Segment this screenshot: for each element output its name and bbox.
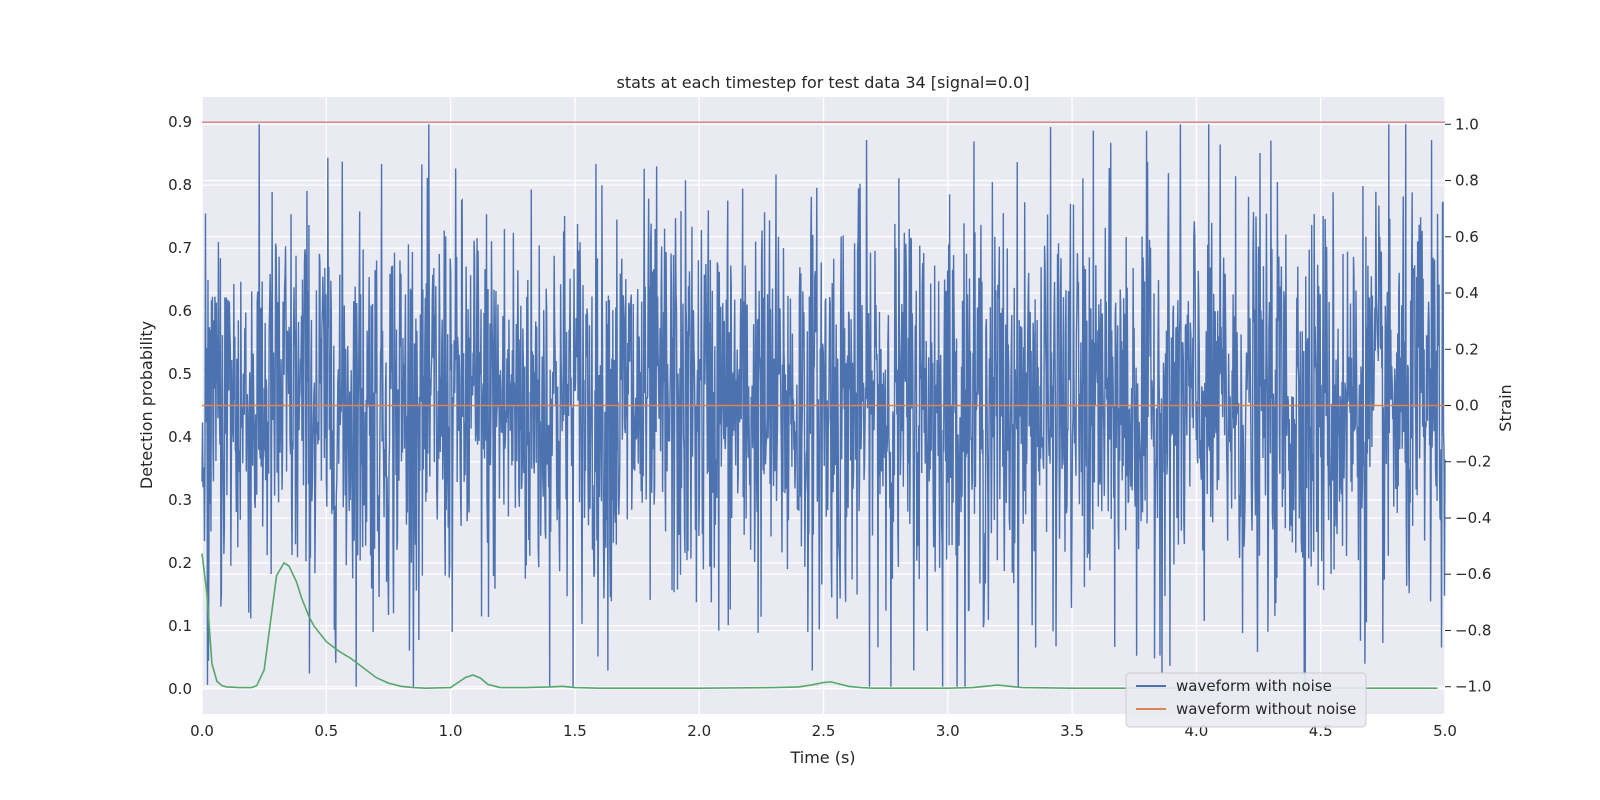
x-tick-label: 3.5: [1060, 722, 1084, 740]
series-line-2: [201, 553, 1438, 689]
legend-label-clean: waveform without noise: [1176, 700, 1356, 718]
y-right-tick-label: 0.0: [1455, 397, 1479, 415]
y-left-tick-label: 0.9: [168, 113, 192, 131]
x-tick-label: 1.5: [563, 722, 587, 740]
y-left-ticks: 0.0 0.1 0.2 0.3 0.4 0.5 0.6 0.7 0.8 0.9: [168, 113, 192, 698]
y-right-tick-label: 0.8: [1455, 172, 1479, 190]
y-left-tick-label: 0.4: [168, 428, 192, 446]
legend: waveform with noise waveform without noi…: [1125, 672, 1367, 728]
x-axis-label: Time (s): [789, 748, 855, 767]
y-left-tick-label: 0.3: [168, 491, 192, 509]
series-layer: [201, 121, 1446, 689]
x-tick-label: 0.5: [314, 722, 338, 740]
y-axis-label-left: Detection probability: [137, 321, 156, 489]
y-left-tick-label: 0.2: [168, 554, 192, 572]
x-tick-label: 2.0: [687, 722, 711, 740]
chart-title: stats at each timestep for test data 34 …: [617, 73, 1030, 92]
x-tick-label: 1.0: [439, 722, 463, 740]
x-tick-label: 5.0: [1433, 722, 1457, 740]
y-right-ticks: −1.0 −0.8 −0.6 −0.4 −0.2 0.0 0.2 0.4 0.6 0.8 1.0: [1445, 115, 1491, 696]
y-axis-label-right: Strain: [1496, 384, 1515, 431]
y-right-tick-label: −0.8: [1455, 621, 1491, 639]
y-right-tick-label: −0.6: [1455, 565, 1491, 583]
y-right-tick-label: −1.0: [1455, 678, 1491, 696]
legend-label-noise: waveform with noise: [1176, 677, 1332, 695]
y-right-tick-label: 0.4: [1455, 284, 1479, 302]
series-line-waveform-with-noise: [201, 124, 1446, 687]
y-left-tick-label: 0.7: [168, 239, 192, 257]
y-left-tick-label: 0.0: [168, 680, 192, 698]
y-right-tick-label: −0.4: [1455, 509, 1491, 527]
legend-box: [1125, 672, 1367, 728]
y-right-tick-label: −0.2: [1455, 453, 1491, 471]
y-left-tick-label: 0.6: [168, 302, 192, 320]
x-ticks: 0.0 0.5 1.0 1.5 2.0 2.5 3.0 3.5 4.0 4.5 5.0: [190, 722, 1457, 740]
y-right-tick-label: 0.2: [1455, 340, 1479, 358]
y-left-tick-label: 0.1: [168, 617, 192, 635]
x-tick-label: 2.5: [812, 722, 836, 740]
y-right-tick-label: 0.6: [1455, 228, 1479, 246]
y-left-tick-label: 0.5: [168, 365, 192, 383]
x-tick-label: 0.0: [190, 722, 214, 740]
y-left-tick-label: 0.8: [168, 176, 192, 194]
x-tick-label: 3.0: [936, 722, 960, 740]
y-right-tick-label: 1.0: [1455, 115, 1479, 133]
